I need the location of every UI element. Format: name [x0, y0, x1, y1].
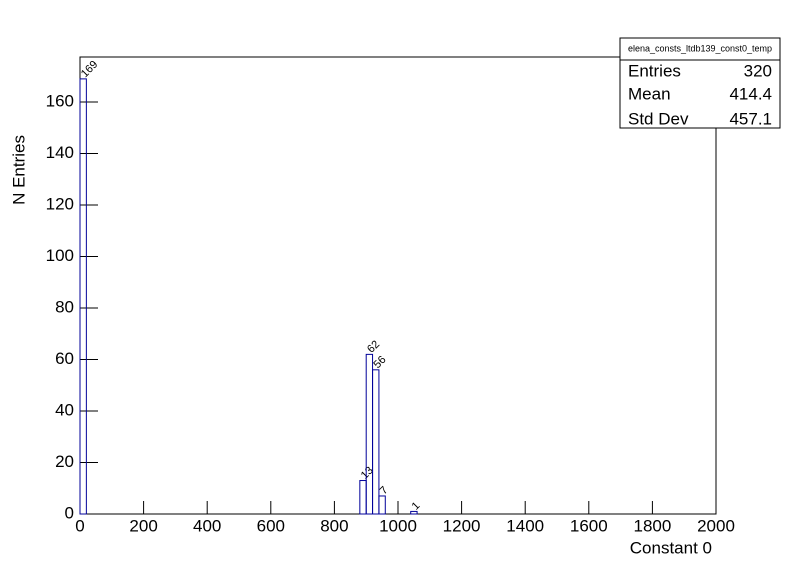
y-tick-label: 20	[55, 452, 74, 471]
stats-box	[619, 37, 781, 129]
stats-value: 414.4	[729, 84, 772, 103]
y-tick-label: 60	[55, 349, 74, 368]
bar	[410, 510, 418, 515]
stats-label: Entries	[628, 61, 681, 80]
x-tick-label: 2000	[697, 516, 735, 535]
x-tick-label: 800	[320, 516, 348, 535]
bar	[378, 495, 386, 515]
x-tick-label: 600	[257, 516, 285, 535]
x-tick-label: 1600	[570, 516, 608, 535]
y-axis-title: N Entries	[9, 135, 28, 205]
y-tick-label: 80	[55, 298, 74, 317]
stats-title: elena_consts_ltdb139_const0_temp	[628, 43, 772, 53]
x-tick-label: 400	[193, 516, 221, 535]
x-tick-label: 1200	[443, 516, 481, 535]
y-tick-label: 120	[46, 195, 74, 214]
x-tick-label: 0	[75, 516, 84, 535]
y-tick-label: 40	[55, 400, 74, 419]
y-tick-label: 140	[46, 143, 74, 162]
x-tick-label: 1400	[506, 516, 544, 535]
x-tick-label: 200	[129, 516, 157, 535]
y-tick-label: 160	[46, 92, 74, 111]
x-tick-label: 1000	[379, 516, 417, 535]
y-tick-label: 0	[65, 503, 74, 522]
x-tick-label: 1800	[633, 516, 671, 535]
y-tick-label: 100	[46, 246, 74, 265]
x-axis-title: Constant 0	[630, 538, 712, 557]
stats-label: Std Dev	[628, 109, 689, 128]
stats-label: Mean	[628, 84, 671, 103]
stats-value: 320	[744, 61, 772, 80]
bar	[372, 369, 380, 515]
bar	[79, 78, 87, 515]
stats-value: 457.1	[729, 109, 772, 128]
